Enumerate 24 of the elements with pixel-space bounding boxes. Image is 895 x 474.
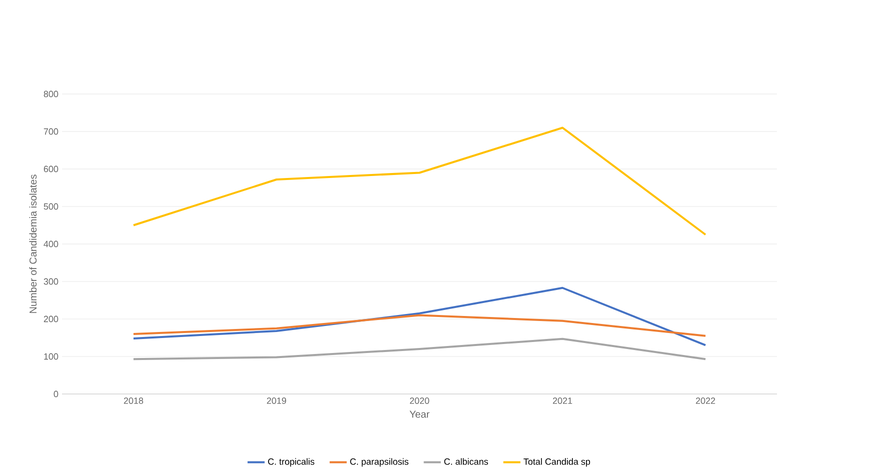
line-series bbox=[132, 286, 706, 346]
x-tick-label: 2018 bbox=[124, 398, 144, 404]
y-tick-label: 200 bbox=[44, 316, 58, 322]
legend-label: C. albicans bbox=[444, 458, 488, 465]
y-tick-label: 500 bbox=[44, 203, 58, 210]
legend-label: C. parapsilosis bbox=[350, 458, 408, 467]
y-tick-label: 100 bbox=[44, 353, 58, 360]
line-series bbox=[132, 314, 706, 337]
y-tick-label: 600 bbox=[44, 166, 58, 172]
line-series bbox=[132, 338, 706, 360]
x-tick-label: 2021 bbox=[552, 398, 572, 404]
x-axis-title: Year bbox=[410, 410, 430, 418]
y-tick-label: 300 bbox=[44, 278, 58, 285]
legend-label: Total Candida sp bbox=[524, 458, 590, 467]
y-tick-label: 800 bbox=[44, 90, 58, 98]
y-axis-title: Number of Candidemia isolates bbox=[29, 174, 37, 313]
y-tick-label: 700 bbox=[44, 128, 58, 135]
x-tick-label: 2020 bbox=[410, 398, 430, 404]
x-tick-label: 2022 bbox=[696, 398, 716, 404]
y-tick-label: 0 bbox=[54, 390, 58, 398]
y-tick-label: 400 bbox=[44, 240, 58, 248]
line-series bbox=[132, 126, 706, 236]
x-tick-label: 2019 bbox=[266, 398, 286, 404]
legend-label: C. tropicalis bbox=[268, 458, 314, 467]
